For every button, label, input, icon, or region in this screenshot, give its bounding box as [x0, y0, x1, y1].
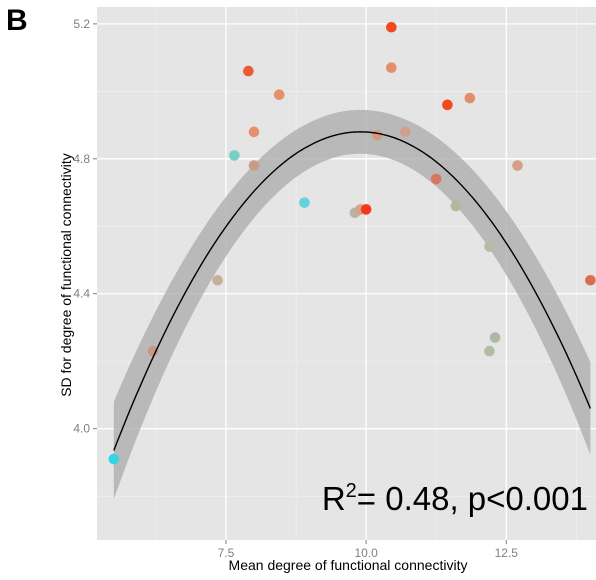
data-point: [360, 204, 372, 215]
data-point: [147, 345, 159, 357]
fit-line: [113, 131, 592, 451]
data-point: [273, 89, 285, 101]
data-point: [442, 99, 453, 111]
data-point: [400, 126, 411, 138]
x-tick-label: 7.5: [218, 546, 235, 560]
data-point: [464, 92, 476, 104]
stats-superscript: 2: [346, 480, 357, 502]
x-axis-label: Mean degree of functional connectivity: [229, 557, 468, 573]
data-point: [248, 126, 260, 138]
data-point: [386, 21, 397, 33]
data-point: [512, 160, 523, 171]
y-axis-label: SD for degree of functional connectivity: [58, 153, 74, 397]
panel-letter: B: [6, 4, 28, 37]
x-axis-ticks: 7.5 10.0 12.5: [218, 540, 519, 560]
confidence-band: [113, 109, 591, 500]
data-point: [386, 62, 397, 74]
data-point: [212, 274, 223, 286]
data-point: [299, 197, 310, 208]
y-axis-ticks: 4.0 4.4 4.8 5.2: [73, 17, 97, 436]
data-point: [248, 160, 260, 171]
data-point: [372, 129, 383, 141]
data-point: [489, 332, 501, 343]
data-point: [229, 150, 240, 161]
data-point: [450, 200, 462, 212]
stats-prefix: R: [322, 480, 346, 517]
y-tick-label: 4.0: [73, 422, 90, 436]
data-point: [243, 65, 254, 77]
data-point: [585, 274, 596, 286]
data-point: [484, 345, 495, 357]
x-tick-label: 10.0: [354, 546, 378, 560]
stats-annotation: R2= 0.48, p<0.001: [322, 480, 588, 517]
data-point: [430, 173, 442, 185]
points-layer: [108, 21, 596, 465]
y-tick-label: 4.4: [73, 287, 90, 301]
x-tick-label: 12.5: [495, 546, 519, 560]
y-tick-label: 5.2: [73, 17, 90, 31]
data-point: [108, 453, 120, 465]
stats-rest: = 0.48, p<0.001: [357, 480, 588, 517]
y-tick-label: 4.8: [73, 152, 90, 166]
data-point: [484, 241, 495, 252]
